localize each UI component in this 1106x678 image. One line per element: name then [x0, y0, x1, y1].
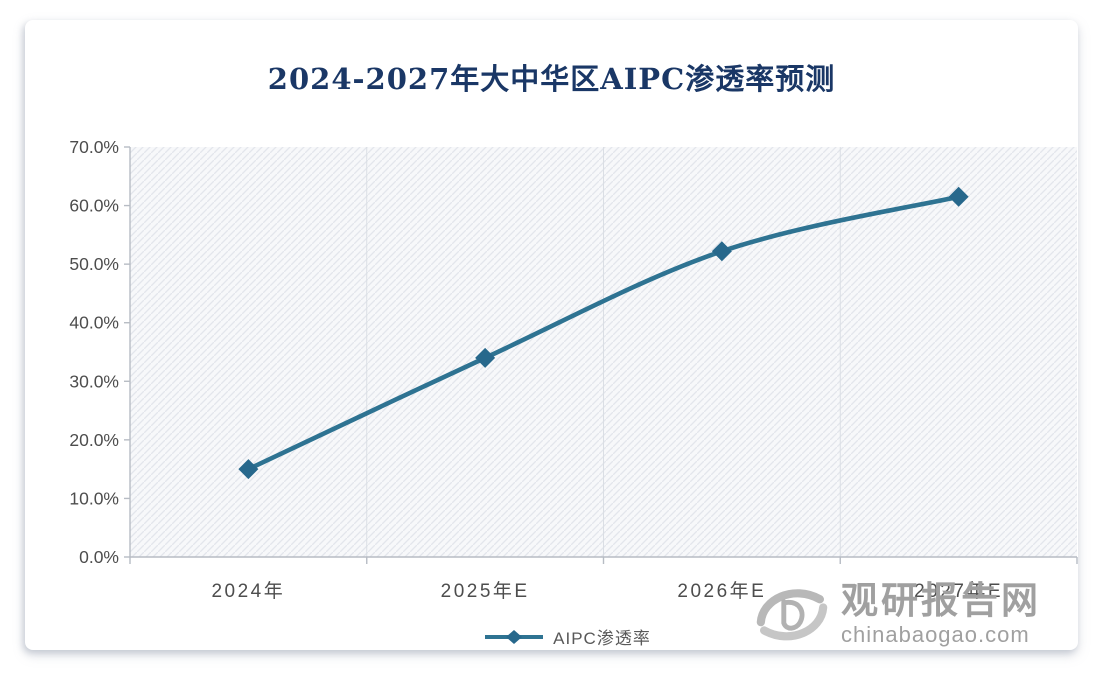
line-chart: 0.0% 10.0% 20.0% 30.0% 40.0% 50.0% 60.0% 70.0% 2…: [69, 137, 1078, 602]
data-point: [711, 241, 732, 262]
x-tick-label: 2024年: [211, 580, 285, 602]
y-tick-label: 30.0%: [69, 371, 119, 391]
data-point: [475, 347, 496, 368]
x-tick-label: 2027年E: [914, 580, 1003, 602]
y-tick-label: 20.0%: [69, 430, 119, 450]
x-tick-label: 2025年E: [441, 580, 530, 602]
watermark-domain: chinabaogao.com: [841, 621, 1030, 647]
data-point: [238, 459, 259, 480]
legend-label: AIPC渗透率: [553, 629, 651, 648]
watermark-brand: 观研报告网: [841, 580, 1041, 622]
y-tick-label: 50.0%: [69, 254, 119, 274]
legend: AIPC渗透率: [41, 624, 1094, 649]
y-tick-label: 40.0%: [69, 313, 119, 333]
chart-card: 2024-2027年大中华区AIPC渗透率预测 0.0% 10.0% 20.0% 30…: [25, 20, 1078, 650]
series-line: [247, 194, 960, 472]
data-point: [948, 186, 969, 207]
y-tick-label: 0.0%: [79, 547, 119, 567]
y-tick-label: 10.0%: [69, 488, 119, 508]
legend-line-diamond-icon: [485, 629, 544, 644]
y-tick-label: 70.0%: [69, 137, 119, 157]
y-tick-label: 60.0%: [69, 196, 119, 216]
chart-title: 2024-2027年大中华区AIPC渗透率预测: [267, 62, 836, 96]
watermark-logo-icon: [756, 589, 828, 641]
x-tick-label: 2026年E: [677, 580, 766, 602]
watermark-text: 观研报告网 chinabaogao.com: [841, 580, 1041, 647]
watermark: 观研报告网 chinabaogao.com: [751, 576, 1041, 652]
